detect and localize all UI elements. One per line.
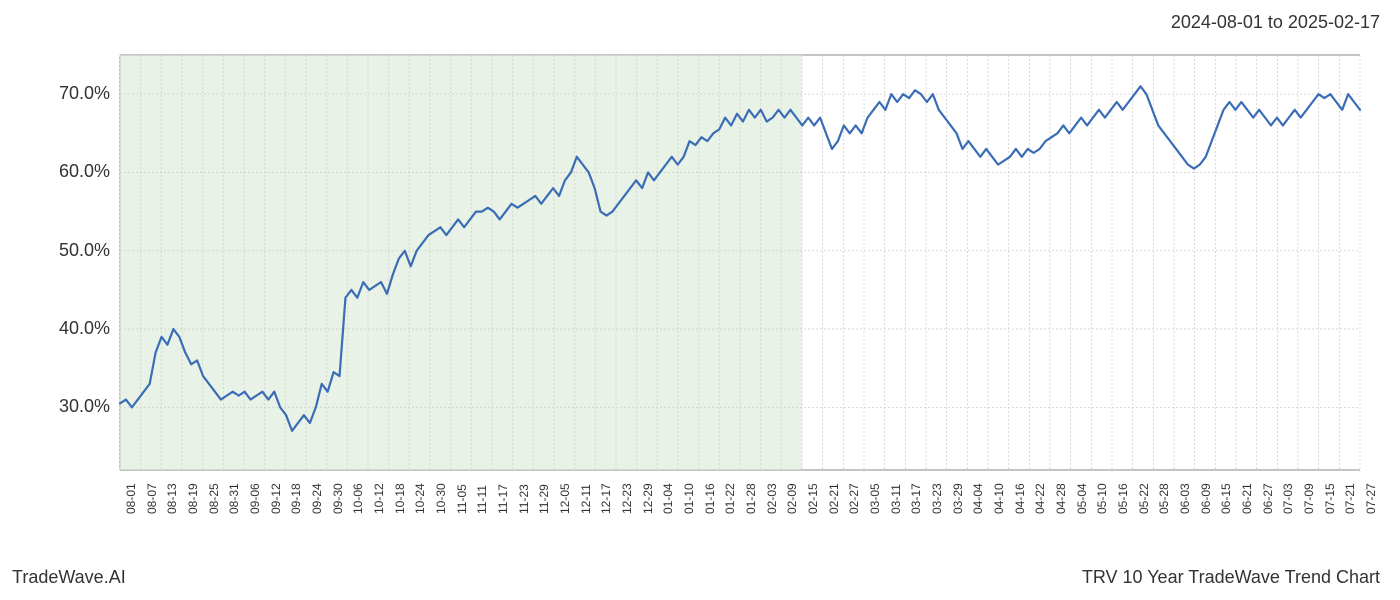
x-tick-label: 07-21	[1343, 483, 1357, 514]
x-tick-label: 03-23	[930, 483, 944, 514]
x-tick-label: 09-24	[310, 483, 324, 514]
x-tick-label: 08-13	[165, 483, 179, 514]
footer-brand: TradeWave.AI	[12, 567, 126, 588]
x-tick-label: 02-27	[847, 483, 861, 514]
x-tick-label: 11-11	[475, 485, 489, 514]
x-tick-label: 08-31	[227, 483, 241, 514]
x-tick-label: 02-21	[827, 483, 841, 514]
x-tick-label: 12-05	[558, 483, 572, 514]
x-tick-label: 06-21	[1240, 483, 1254, 514]
x-tick-label: 10-12	[372, 483, 386, 514]
x-tick-label: 04-22	[1033, 483, 1047, 514]
x-tick-label: 09-18	[289, 483, 303, 514]
x-tick-label: 08-07	[145, 483, 159, 514]
x-tick-label: 05-28	[1157, 483, 1171, 514]
chart-container: 2024-08-01 to 2025-02-17 30.0%40.0%50.0%…	[0, 0, 1400, 600]
x-tick-label: 12-11	[579, 484, 593, 514]
x-tick-label: 04-04	[971, 483, 985, 514]
x-tick-label: 03-11	[889, 484, 903, 514]
x-tick-label: 05-10	[1095, 483, 1109, 514]
x-tick-label: 08-01	[124, 483, 138, 514]
x-tick-label: 01-10	[682, 483, 696, 514]
x-tick-label: 03-05	[868, 483, 882, 514]
x-tick-label: 04-16	[1013, 483, 1027, 514]
y-tick-label: 60.0%	[30, 161, 110, 182]
x-tick-label: 11-17	[496, 484, 510, 514]
x-tick-label: 03-29	[951, 483, 965, 514]
x-tick-label: 02-15	[806, 483, 820, 514]
x-tick-label: 09-06	[248, 483, 262, 514]
x-tick-label: 03-17	[909, 483, 923, 514]
x-tick-label: 06-09	[1199, 483, 1213, 514]
x-tick-label: 04-28	[1054, 483, 1068, 514]
x-tick-label: 01-22	[723, 483, 737, 514]
x-tick-label: 05-16	[1116, 483, 1130, 514]
x-tick-label: 01-16	[703, 483, 717, 514]
x-tick-label: 08-25	[207, 483, 221, 514]
x-tick-label: 01-28	[744, 483, 758, 514]
x-tick-label: 07-15	[1323, 483, 1337, 514]
x-tick-label: 09-30	[331, 483, 345, 514]
x-tick-label: 02-09	[785, 483, 799, 514]
x-tick-label: 10-30	[434, 483, 448, 514]
x-tick-label: 09-12	[269, 483, 283, 514]
x-tick-label: 05-22	[1137, 483, 1151, 514]
x-tick-label: 06-27	[1261, 483, 1275, 514]
x-tick-label: 01-04	[661, 483, 675, 514]
x-tick-label: 05-04	[1075, 483, 1089, 514]
footer-title: TRV 10 Year TradeWave Trend Chart	[1082, 567, 1380, 588]
x-tick-label: 10-06	[351, 483, 365, 514]
x-tick-label: 07-03	[1281, 483, 1295, 514]
x-tick-label: 10-24	[413, 483, 427, 514]
x-tick-label: 12-17	[599, 483, 613, 514]
x-tick-label: 12-29	[641, 483, 655, 514]
y-tick-label: 30.0%	[30, 396, 110, 417]
x-tick-label: 12-23	[620, 483, 634, 514]
x-tick-label: 07-27	[1364, 483, 1378, 514]
y-tick-label: 70.0%	[30, 83, 110, 104]
x-tick-label: 11-29	[537, 484, 551, 514]
x-tick-label: 08-19	[186, 483, 200, 514]
x-tick-label: 07-09	[1302, 483, 1316, 514]
x-tick-label: 11-05	[455, 484, 469, 514]
x-tick-label: 11-23	[517, 484, 531, 514]
x-tick-label: 06-03	[1178, 483, 1192, 514]
x-tick-label: 06-15	[1219, 483, 1233, 514]
y-tick-label: 50.0%	[30, 240, 110, 261]
x-tick-label: 02-03	[765, 483, 779, 514]
x-tick-label: 10-18	[393, 483, 407, 514]
x-tick-label: 04-10	[992, 483, 1006, 514]
y-tick-label: 40.0%	[30, 318, 110, 339]
